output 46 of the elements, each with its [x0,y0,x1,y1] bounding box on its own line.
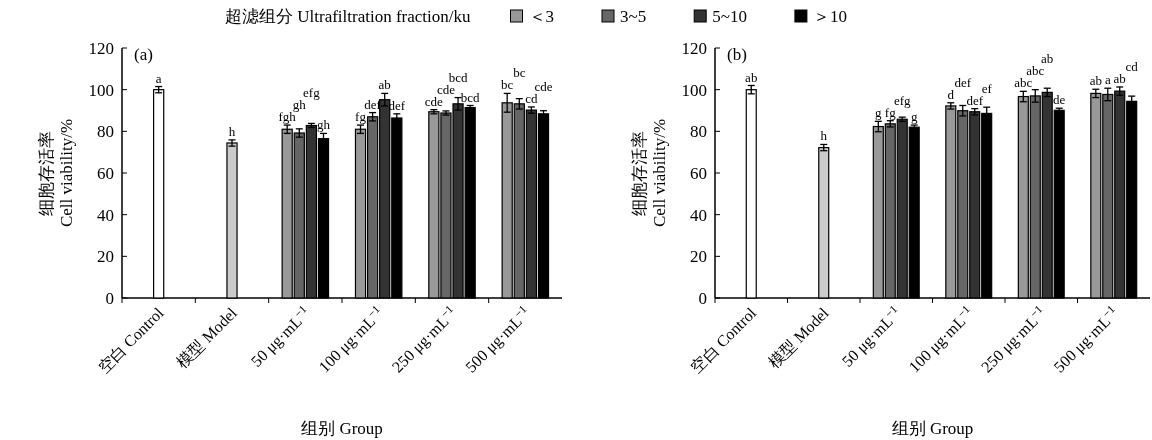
y-tick-label: 0 [698,289,707,308]
data-label: g [875,105,883,121]
y-tick-label: 20 [97,247,114,267]
y-tick-label: 60 [97,164,114,183]
data-label: fg [355,109,367,125]
data-label: de [1053,92,1066,108]
legend-label: ＜3 [528,7,554,26]
data-label: def [954,74,972,90]
y-tick-label: 100 [681,80,707,100]
data-label: ab [745,69,758,85]
y-tick-label: 120 [88,39,114,58]
data-label: g [910,109,918,125]
data-label: d [947,86,955,102]
annotation: (a) [134,45,153,64]
x-axis-title: 组别 Group [301,419,383,438]
x-axis-title: 组别 Group [891,419,974,438]
y-tick-label: 100 [88,80,114,100]
y-tick-label: 0 [105,289,114,308]
data-label: cd [1125,58,1139,74]
data-label: h [228,123,236,139]
y-tick-label: 40 [97,205,114,225]
data-label: ef [981,80,993,96]
legend-label: 3~5 [620,7,647,26]
y-tick-label: 20 [690,247,707,267]
data-label: h [820,128,828,144]
data-label: def [966,92,984,108]
legend-label: ＞10 [812,7,847,26]
data-label: ab [1089,73,1102,89]
data-label: bcd [460,89,481,105]
data-label: a [155,70,162,86]
y-axis-title: 细胞存活率 Cell viability/% [37,118,76,228]
data-label: ab [1113,70,1126,86]
y-tick-label: 120 [681,39,707,58]
y-axis-title: 细胞存活率 Cell viability/% [630,118,669,228]
annotation: (b) [727,45,747,64]
legend-label: 5~10 [712,7,747,26]
y-tick-label: 60 [690,164,707,183]
data-label: a [1104,72,1111,88]
data-label: bc [501,77,514,93]
data-label: ab [378,77,391,93]
data-label: bc [513,65,526,81]
y-tick-label: 40 [690,205,707,225]
y-tick-label: 80 [690,122,707,142]
y-tick-label: 80 [97,122,114,142]
legend-title: 超滤组分 Ultrafiltration fraction/ku [225,7,471,26]
data-label: gh [316,117,331,133]
